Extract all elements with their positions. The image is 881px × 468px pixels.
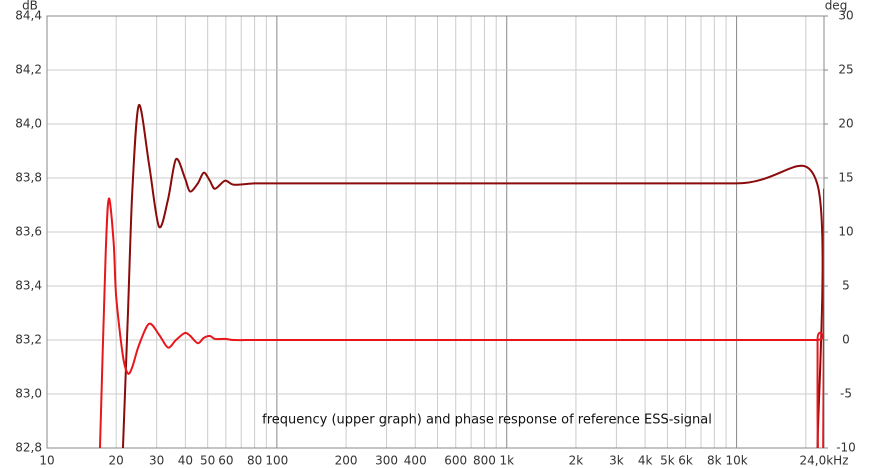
y2-tick-label: -5 [840, 387, 852, 401]
series-line [98, 188, 824, 448]
x-tick-label: 2k [569, 454, 584, 468]
y2-tick-label: 0 [842, 333, 850, 347]
x-tick-label: 40 [178, 454, 193, 468]
x-tick-label: 800 [473, 454, 496, 468]
x-tick-label: 1k [499, 454, 514, 468]
y-tick-label: 83,2 [15, 333, 42, 347]
y-tick-label: 83,6 [15, 225, 42, 239]
y2-tick-label: 20 [838, 117, 853, 131]
curves [98, 104, 824, 448]
x-tick-label: 300 [375, 454, 398, 468]
grid [46, 15, 825, 449]
x-tick-label: 8k [707, 454, 722, 468]
y2-tick-label: 25 [838, 63, 853, 77]
x-tick-label: 20 [109, 454, 124, 468]
x-tick-label: 10 [39, 454, 54, 468]
y-tick-label: 83,0 [15, 387, 42, 401]
y2-tick-label: 10 [838, 225, 853, 239]
y2-axis-label: deg [825, 0, 848, 13]
y2-tick-label: 15 [838, 171, 853, 185]
x-tick-label: 200 [335, 454, 358, 468]
x-tick-label: 10k [725, 454, 747, 468]
y2-tick-label: 30 [838, 9, 853, 23]
annotation: frequency (upper graph) and phase respon… [262, 413, 712, 428]
x-tick-label: 24,0kHz [800, 454, 849, 468]
x-tick-label: 30 [149, 454, 164, 468]
x-tick-label: 6k [678, 454, 693, 468]
x-tick-label: 80 [247, 454, 262, 468]
x-tick-label: 50 [200, 454, 215, 468]
y-tick-label: 84,4 [15, 9, 42, 23]
x-tick-label: 4k [638, 454, 653, 468]
y-axis-label: dB [22, 0, 38, 13]
y-tick-label: 84,2 [15, 63, 42, 77]
x-tick-label: 100 [265, 454, 288, 468]
y2-tick-label: 5 [842, 279, 850, 293]
y-tick-label: 83,8 [15, 171, 42, 185]
x-tick-label: 400 [404, 454, 427, 468]
x-tick-label: 60 [218, 454, 233, 468]
x-tick-label: 3k [609, 454, 624, 468]
y-tick-label: 84,0 [15, 117, 42, 131]
x-tick-label: 5k [660, 454, 675, 468]
series-line [121, 104, 824, 448]
y2-tick-label: -10 [836, 441, 856, 455]
x-tick-label: 600 [444, 454, 467, 468]
y-tick-label: 83,4 [15, 279, 42, 293]
y-tick-label: 82,8 [15, 441, 42, 455]
